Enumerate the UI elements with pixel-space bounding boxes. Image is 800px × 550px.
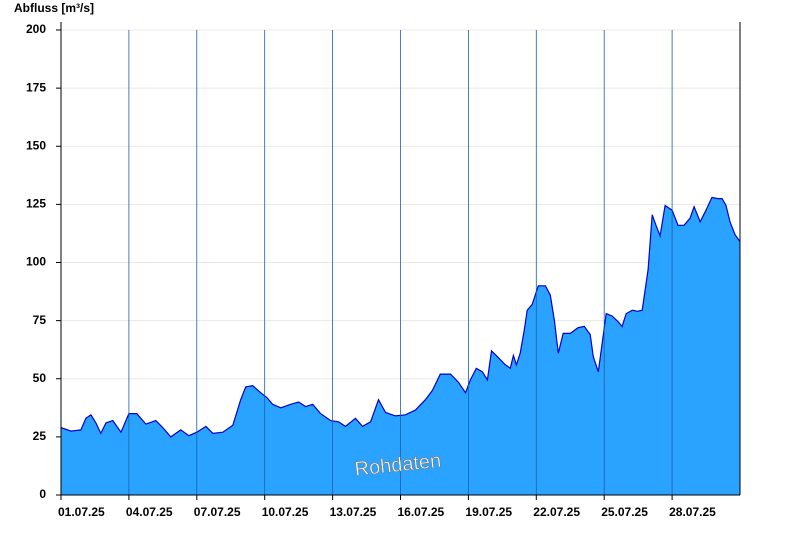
y-tick-label: 75: [33, 313, 47, 327]
line: [60, 196, 741, 438]
x-tick-label: 16.07.25: [398, 505, 445, 519]
x-tick-label: 25.07.25: [601, 505, 648, 519]
y-tick-label: 0: [39, 487, 46, 501]
x-tick-label: 07.07.25: [194, 505, 241, 519]
area: [61, 197, 740, 495]
x-tick-label: 22.07.25: [533, 505, 580, 519]
y-axis-title: Abfluss [m³/s]: [14, 1, 94, 15]
x-tick-label: 10.07.25: [262, 505, 309, 519]
y-tick-label: 125: [26, 197, 46, 211]
y-tick-label: 200: [26, 22, 46, 36]
x-tick-label: 19.07.25: [465, 505, 512, 519]
x-tick-label: 28.07.25: [669, 505, 716, 519]
x-tick-label: 04.07.25: [126, 505, 173, 519]
y-tick-label: 100: [26, 255, 46, 269]
y-tick-label: 50: [33, 371, 47, 385]
y-tick-label: 25: [33, 429, 47, 443]
x-tick-label: 01.07.25: [58, 505, 105, 519]
y-tick-label: 150: [26, 138, 46, 152]
x-tick-label: 13.07.25: [330, 505, 377, 519]
y-tick-label: 175: [26, 80, 46, 94]
